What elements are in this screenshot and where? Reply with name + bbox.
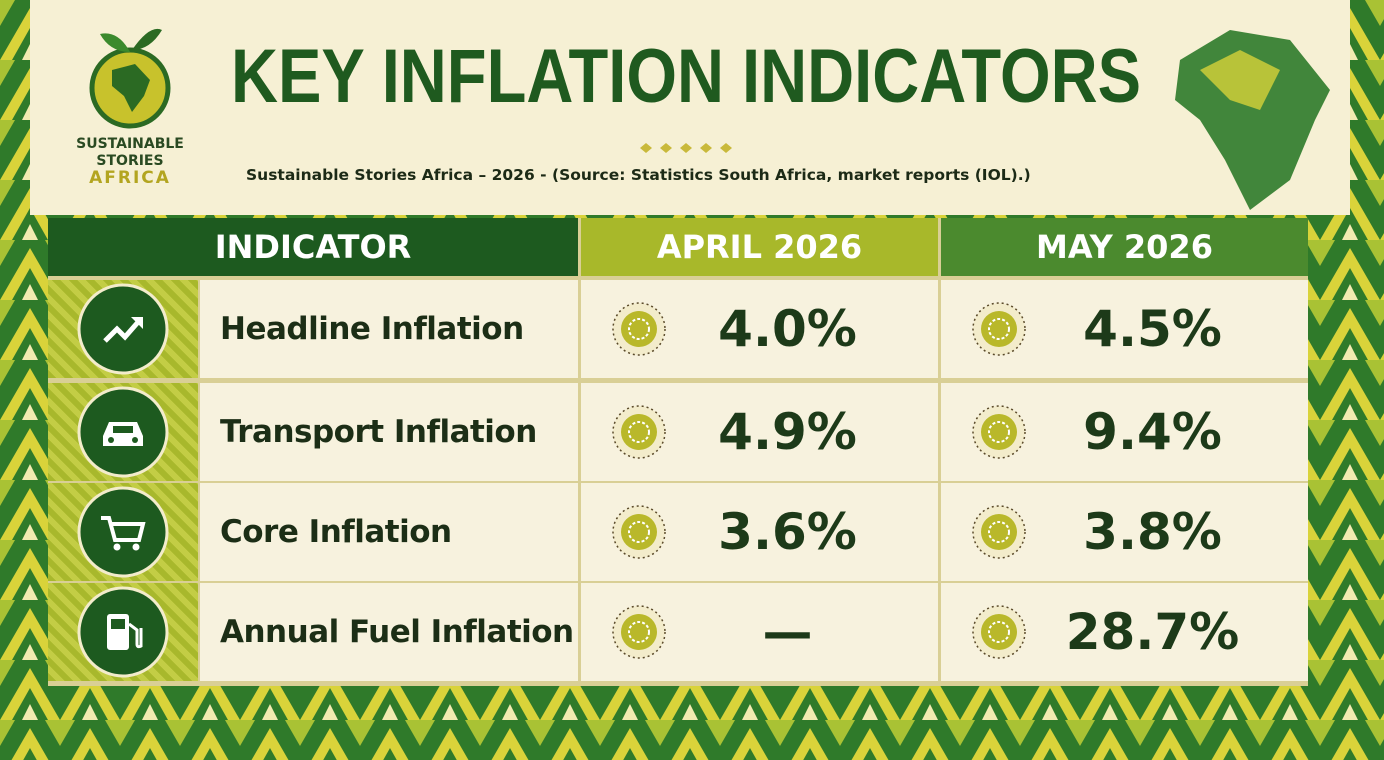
medallion (612, 405, 666, 459)
value-cell: — (581, 583, 938, 681)
value-cell: 3.8% (941, 483, 1308, 581)
value-cell: 3.6% (581, 483, 938, 581)
title-ornament (640, 143, 732, 153)
medallion (612, 505, 666, 559)
value-cell: 4.5% (941, 280, 1308, 378)
value: — (762, 603, 813, 661)
value: 28.7% (1065, 603, 1240, 661)
medallion (612, 302, 666, 356)
indicator-cell: Annual Fuel Inflation (200, 583, 578, 681)
indicator-icon (77, 283, 169, 375)
subtitle: Sustainable Stories Africa – 2026 - (Sou… (246, 166, 1031, 184)
icon-panel (48, 583, 198, 681)
icon-panel (48, 383, 198, 481)
logo-line: SUSTAINABLE (76, 136, 184, 152)
value-cell: 4.9% (581, 383, 938, 481)
column-header: APRIL 2026 (581, 218, 938, 276)
indicator-icon (77, 386, 169, 478)
value-cell: 9.4% (941, 383, 1308, 481)
logo-text: SUSTAINABLE STORIES AFRICA (60, 136, 200, 187)
indicator-name: Headline Inflation (220, 311, 524, 347)
logo-line: STORIES (96, 153, 164, 169)
value: 4.5% (1083, 300, 1222, 358)
indicator-name: Annual Fuel Inflation (220, 614, 574, 650)
medallion (972, 405, 1026, 459)
medallion (972, 302, 1026, 356)
indicator-cell: Transport Inflation (200, 383, 578, 481)
indicator-icon (77, 586, 169, 678)
icon-panel (48, 280, 198, 378)
logo-mark (89, 28, 171, 129)
value-cell: 4.0% (581, 280, 938, 378)
indicator-cell: Core Inflation (200, 483, 578, 581)
icon-panel (48, 483, 198, 581)
logo-line: AFRICA (89, 168, 171, 188)
value: 3.6% (718, 503, 857, 561)
indicator-name: Transport Inflation (220, 414, 537, 450)
column-header: INDICATOR (48, 218, 578, 276)
title: KEY INFLATION INDICATORS (231, 34, 1141, 119)
value: 9.4% (1083, 403, 1222, 461)
medallion (972, 505, 1026, 559)
medallion (972, 605, 1026, 659)
indicator-icon (77, 486, 169, 578)
value-cell: 28.7% (941, 583, 1308, 681)
indicator-cell: Headline Inflation (200, 280, 578, 378)
column-header: MAY 2026 (941, 218, 1308, 276)
medallion (612, 605, 666, 659)
indicator-name: Core Inflation (220, 514, 452, 550)
value: 4.0% (718, 300, 857, 358)
value: 4.9% (718, 403, 857, 461)
value: 3.8% (1083, 503, 1222, 561)
